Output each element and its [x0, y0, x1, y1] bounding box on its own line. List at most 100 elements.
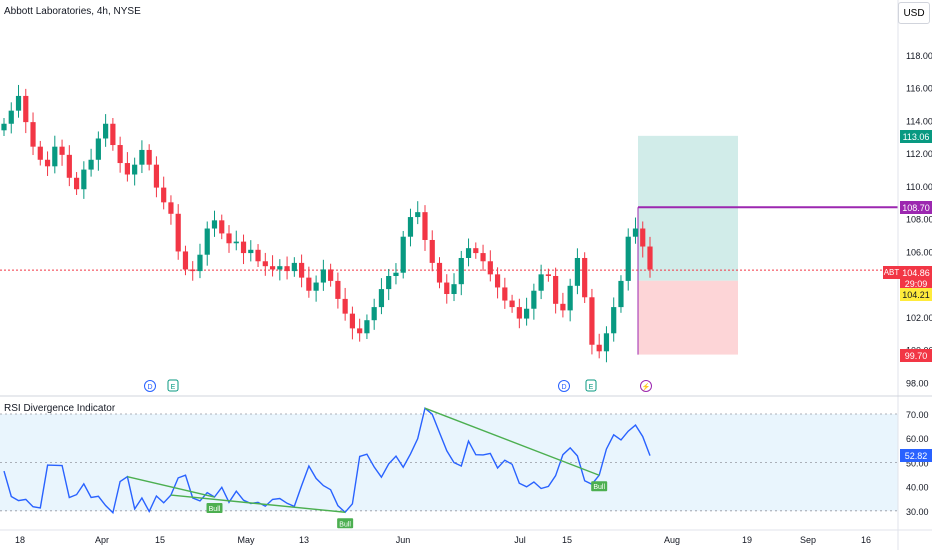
time-tick-label: Sep	[800, 535, 816, 545]
rsi-line[interactable]	[3, 406, 651, 515]
candle-up	[465, 248, 472, 258]
candle-down	[73, 177, 80, 190]
price-tick-label: 112.00	[906, 149, 932, 159]
candle-up	[371, 307, 377, 321]
rsi-value-label: 52.82	[900, 449, 932, 462]
last-price-label: 104.86	[900, 266, 932, 279]
candle-down	[436, 262, 443, 283]
candle-down	[560, 303, 566, 311]
entry-line-label: 108.70	[900, 201, 932, 214]
bull-label: Bull	[339, 521, 351, 528]
bull-divergence-line	[170, 494, 346, 513]
currency-button[interactable]: USD	[898, 2, 930, 24]
candle-up	[291, 262, 297, 272]
profit-zone[interactable]	[638, 135, 738, 281]
rsi-pane[interactable]: Bull Bull Bull	[0, 406, 898, 529]
candle-up	[211, 220, 218, 229]
candle-up	[88, 159, 94, 170]
bull-divergence-line	[424, 407, 600, 476]
candle-down	[110, 123, 116, 146]
candle-down	[59, 146, 65, 155]
candle-down	[582, 257, 588, 298]
earnings-icon[interactable]	[585, 379, 597, 392]
time-tick-label: 18	[15, 535, 25, 545]
rsi-tick-label: 50.00	[906, 458, 929, 468]
candle-up	[458, 257, 464, 285]
candle-down	[429, 239, 435, 263]
earnings-marker-label: E	[589, 384, 594, 391]
candle-down	[473, 248, 479, 254]
time-tick-label: May	[237, 535, 255, 545]
split-marker-label: ⚡	[642, 382, 651, 391]
candle-down	[487, 261, 493, 275]
bull-divergence-line	[127, 475, 215, 498]
candle-up	[320, 269, 326, 283]
candle-down	[124, 163, 130, 175]
earnings-icon[interactable]	[167, 379, 179, 392]
candle-up	[277, 266, 283, 270]
candle-up	[103, 123, 109, 139]
candle-up	[313, 282, 319, 291]
candle-up	[248, 249, 254, 254]
bull-label-box[interactable]	[337, 518, 354, 529]
split-icon[interactable]	[640, 380, 652, 392]
rsi-tick-label: 30.00	[906, 507, 929, 517]
candle-down	[219, 220, 225, 234]
candle-up	[139, 149, 145, 165]
candle-up	[611, 307, 617, 334]
candle-down	[335, 280, 341, 299]
price-tick-label: 116.00	[906, 84, 932, 94]
dividend-icon[interactable]	[558, 380, 570, 392]
event-markers[interactable]: D E D E ⚡	[144, 379, 652, 392]
candle-down	[545, 274, 551, 276]
candle-down	[146, 149, 152, 165]
candle-down	[168, 202, 174, 214]
time-tick-label: 13	[299, 535, 309, 545]
candle-down	[596, 344, 602, 352]
candle-up	[197, 254, 203, 272]
price-tick-label: 114.00	[906, 116, 932, 126]
price-tick-label: 110.00	[906, 182, 932, 192]
candle-up	[52, 146, 58, 167]
candle-up	[393, 272, 399, 276]
rsi-tick-label: 70.00	[906, 410, 929, 420]
candle-down	[182, 251, 189, 270]
candle-down	[589, 297, 595, 345]
candle-down	[509, 300, 515, 308]
candle-up	[538, 274, 544, 291]
candle-down	[255, 249, 261, 262]
rsi-tick-label: 60.00	[906, 434, 929, 444]
candle-up	[567, 285, 573, 311]
candle-up	[618, 280, 624, 308]
candle-down	[23, 95, 29, 123]
candle-down	[494, 274, 501, 288]
price-tick-label: 102.00	[906, 313, 932, 323]
candle-down	[342, 298, 348, 314]
candle-up	[15, 95, 22, 111]
candle-down	[161, 187, 167, 203]
loss-zone[interactable]	[638, 280, 738, 355]
candle-down	[516, 307, 522, 319]
bull-label-box[interactable]	[591, 481, 608, 492]
candle-up	[1, 123, 7, 131]
candle-up	[451, 284, 457, 295]
candle-down	[240, 241, 247, 254]
risk-reward-zones[interactable]	[0, 135, 898, 355]
candle-down	[44, 159, 51, 167]
dividend-icon[interactable]	[144, 380, 156, 392]
candle-up	[632, 228, 639, 237]
earnings-marker-label: E	[171, 384, 176, 391]
candle-down	[553, 275, 559, 304]
price-tick-label: 108.00	[906, 215, 932, 225]
time-tick-label: Jul	[514, 535, 526, 545]
time-tick-label: Apr	[95, 535, 109, 545]
candle-up	[8, 110, 14, 124]
candle-down	[480, 253, 486, 262]
rsi-band	[0, 414, 898, 511]
candle-down	[190, 269, 196, 272]
bull-label-box[interactable]	[206, 503, 223, 514]
candle-up	[81, 169, 87, 190]
candle-up	[574, 257, 581, 286]
candle-down	[502, 287, 508, 301]
